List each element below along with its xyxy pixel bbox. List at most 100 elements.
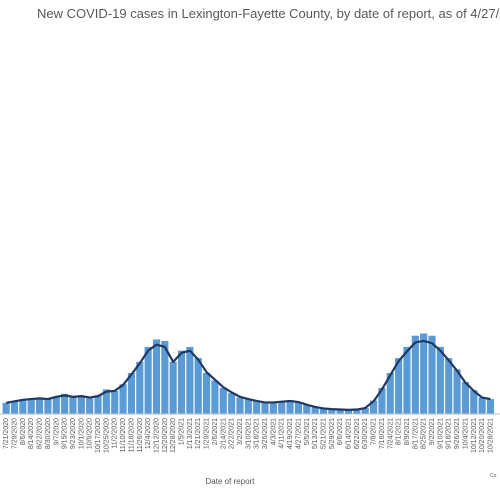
x-tick-label: 12/20/2020 <box>162 418 169 453</box>
bar-series <box>2 333 495 414</box>
x-tick-label: 5/21/2021 <box>320 418 327 449</box>
x-axis-title: Date of report <box>205 477 255 486</box>
x-tick-label: 10/9/2020 <box>87 418 94 449</box>
x-tick-label: 10/12/2021 <box>471 418 478 453</box>
bar-25 <box>211 380 219 414</box>
bar-6 <box>52 396 60 414</box>
bar-10 <box>86 398 94 414</box>
bar-51 <box>428 335 436 414</box>
seven-day-average-line <box>5 339 491 411</box>
bar-36 <box>303 405 311 414</box>
x-tick-label: 10/17/2020 <box>95 418 102 453</box>
bar-7 <box>61 393 69 414</box>
x-tick-label: 7/24/2021 <box>387 418 394 449</box>
bar-42 <box>353 409 361 414</box>
x-tick-label: 3/26/2021 <box>262 418 269 449</box>
x-tick-label: 10/25/2020 <box>103 418 110 453</box>
x-tick-label: 6/22/2021 <box>354 418 361 449</box>
bar-41 <box>344 410 353 414</box>
bar-22 <box>186 346 194 414</box>
x-tick-label: 3/18/2021 <box>254 418 261 449</box>
x-tick-label: 8/30/2020 <box>45 418 52 449</box>
bar-27 <box>228 393 236 414</box>
x-tick-label: 9/18/2021 <box>446 418 453 449</box>
x-tick-labels: 7/21/2020 7/29/2020 8/6/2020 8/14/2020 8/22/… <box>3 418 494 453</box>
x-tick-label: 2/14/2021 <box>220 418 227 449</box>
bar-31 <box>261 402 269 414</box>
x-tick-label: 11/26/2020 <box>137 418 144 453</box>
bar-54 <box>453 369 461 414</box>
x-tick-label: 7/21/2020 <box>3 418 10 449</box>
source-credit: Co <box>490 473 497 479</box>
bar-20 <box>169 361 177 414</box>
bar-39 <box>328 409 336 414</box>
bar-24 <box>203 373 211 414</box>
x-tick-label: 8/6/2020 <box>20 418 27 445</box>
bar-13 <box>111 390 119 414</box>
bar-14 <box>119 384 127 414</box>
bar-18 <box>152 339 161 414</box>
bar-48 <box>403 346 411 414</box>
x-tick-label: 6/14/2021 <box>346 418 353 449</box>
x-tick-label: 4/11/2021 <box>279 418 286 449</box>
x-tick-label: 9/7/2020 <box>53 418 60 445</box>
bar-1 <box>10 401 19 414</box>
x-tick-label: 4/27/2021 <box>295 418 302 449</box>
x-tick-label: 1/29/2021 <box>204 418 211 449</box>
x-tick-label: 1/21/2021 <box>195 418 202 449</box>
bar-29 <box>244 399 252 414</box>
bar-35 <box>294 402 302 414</box>
bar-49 <box>411 335 419 414</box>
x-tick-label: 5/5/2021 <box>304 418 311 445</box>
bar-2 <box>19 399 27 414</box>
x-tick-label: 2/22/2021 <box>229 418 236 449</box>
bar-32 <box>269 402 277 414</box>
x-tick-label: 9/2/2021 <box>429 418 436 445</box>
bar-57 <box>478 397 486 414</box>
bar-8 <box>69 396 77 414</box>
bar-47 <box>395 358 403 414</box>
x-tick-label: 8/17/2021 <box>412 418 419 449</box>
x-tick-label: 6/6/2021 <box>337 418 344 445</box>
x-tick-label: 8/14/2020 <box>28 418 35 449</box>
bar-33 <box>278 401 286 414</box>
x-tick-label: 11/2/2020 <box>112 418 119 449</box>
bar-19 <box>161 340 169 414</box>
x-tick-label: 9/23/2020 <box>70 418 77 449</box>
x-tick-label: 3/10/2021 <box>245 418 252 449</box>
x-tick-label: 2/6/2021 <box>212 418 219 445</box>
bar-43 <box>361 408 369 414</box>
bar-56 <box>470 390 478 414</box>
x-tick-label: 10/1/2020 <box>78 418 85 449</box>
x-tick-label: 11/10/2020 <box>120 418 127 453</box>
bar-26 <box>219 387 227 414</box>
bar-3 <box>27 399 35 414</box>
bar-50 <box>420 333 428 414</box>
x-tick-label: 1/13/2021 <box>187 418 194 449</box>
x-tick-label: 9/15/2020 <box>62 418 69 449</box>
x-tick-label: 9/26/2021 <box>454 418 461 449</box>
bar-12 <box>102 389 110 414</box>
x-tick-label: 8/9/2021 <box>404 418 411 445</box>
bar-28 <box>236 397 244 414</box>
bar-34 <box>286 400 294 414</box>
x-tick-label: 7/29/2020 <box>12 418 19 449</box>
x-tick-label: 4/3/2021 <box>270 418 277 445</box>
bar-38 <box>319 408 328 414</box>
x-tick-label: 8/22/2020 <box>37 418 44 449</box>
bar-45 <box>378 387 386 414</box>
bar-9 <box>77 395 85 414</box>
x-tick-label: 5/29/2021 <box>329 418 336 449</box>
x-tick-label: 9/10/2021 <box>437 418 444 449</box>
bar-52 <box>436 346 444 414</box>
x-tick-label: 8/1/2021 <box>396 418 403 445</box>
bar-40 <box>336 409 344 414</box>
x-tick-label: 11/18/2020 <box>128 418 135 453</box>
bar-58 <box>486 399 495 414</box>
x-tick-label: 4/19/2021 <box>287 418 294 449</box>
x-tick-label: 10/20/2021 <box>479 418 486 453</box>
bar-0 <box>2 402 10 414</box>
bar-5 <box>44 399 52 414</box>
x-tick-label: 10/28/2021 <box>487 418 494 453</box>
